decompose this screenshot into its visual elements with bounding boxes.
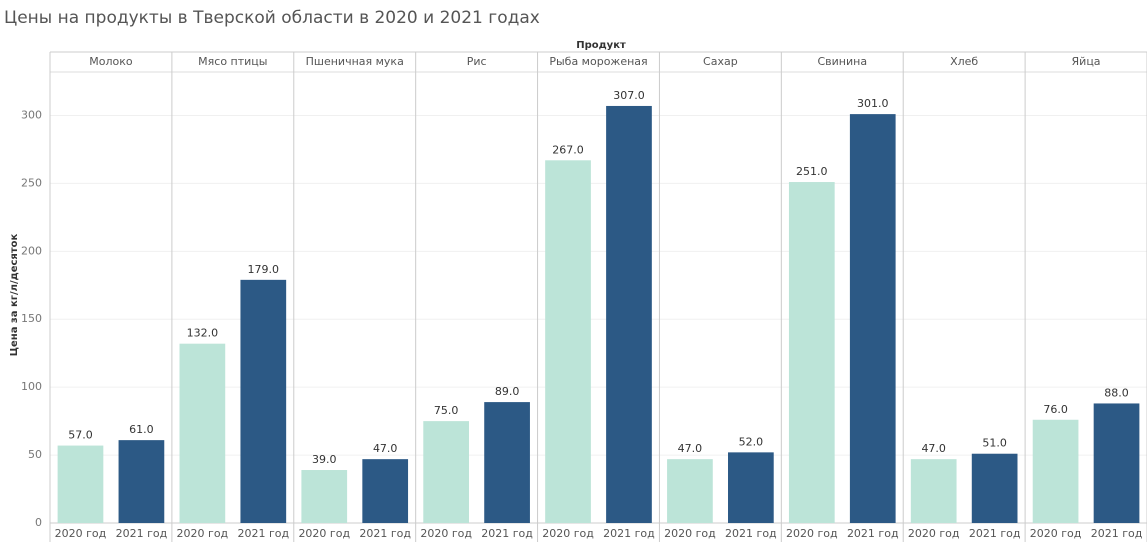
y-tick-label: 100 bbox=[21, 380, 42, 393]
y-tick-label: 0 bbox=[35, 516, 42, 529]
value-label: 57.0 bbox=[68, 429, 93, 442]
panel-header: Пшеничная мука bbox=[306, 55, 404, 68]
bar bbox=[849, 114, 896, 523]
value-label: 51.0 bbox=[982, 437, 1007, 450]
panel-header: Рис bbox=[467, 55, 487, 68]
x-tick-label: 2020 год bbox=[177, 527, 229, 540]
panel-header: Рыба мороженая bbox=[549, 55, 647, 68]
x-tick-label: 2020 год bbox=[420, 527, 472, 540]
x-tick-label: 2021 год bbox=[1091, 527, 1143, 540]
value-label: 39.0 bbox=[312, 453, 337, 466]
bar bbox=[606, 105, 652, 523]
column-header: Продукт bbox=[576, 40, 626, 51]
value-label: 251.0 bbox=[796, 165, 828, 178]
x-tick-label: 2021 год bbox=[359, 527, 411, 540]
bar bbox=[1032, 419, 1079, 523]
x-tick-label: 2020 год bbox=[664, 527, 716, 540]
bar bbox=[362, 459, 409, 523]
bar bbox=[179, 343, 226, 523]
x-tick-label: 2021 год bbox=[238, 527, 290, 540]
value-label: 75.0 bbox=[434, 404, 459, 417]
value-label: 47.0 bbox=[373, 442, 398, 455]
bar bbox=[728, 452, 774, 523]
x-tick-label: 2020 год bbox=[908, 527, 960, 540]
bar bbox=[301, 470, 348, 523]
x-tick-label: 2020 год bbox=[786, 527, 838, 540]
chart-title: Цены на продукты в Тверской области в 20… bbox=[4, 8, 540, 28]
x-tick-label: 2021 год bbox=[847, 527, 899, 540]
value-label: 47.0 bbox=[678, 442, 703, 455]
y-tick-label: 300 bbox=[21, 108, 42, 121]
value-label: 301.0 bbox=[857, 97, 889, 110]
x-tick-label: 2020 год bbox=[55, 527, 107, 540]
value-label: 52.0 bbox=[739, 435, 764, 448]
y-tick-label: 50 bbox=[28, 448, 42, 461]
panel-header: Сахар bbox=[703, 55, 738, 68]
y-axis-label: Цена за кг/л/десяток bbox=[9, 234, 20, 357]
x-tick-label: 2021 год bbox=[969, 527, 1021, 540]
panel-header: Свинина bbox=[817, 55, 867, 68]
bar bbox=[788, 182, 835, 523]
y-tick-label: 200 bbox=[21, 244, 42, 257]
bar bbox=[545, 160, 591, 523]
value-label: 307.0 bbox=[613, 89, 645, 102]
x-tick-label: 2021 год bbox=[481, 527, 533, 540]
value-label: 47.0 bbox=[921, 442, 946, 455]
x-tick-label: 2020 год bbox=[542, 527, 594, 540]
panel-header: Мясо птицы bbox=[198, 55, 267, 68]
bar bbox=[910, 459, 957, 523]
value-label: 267.0 bbox=[552, 143, 584, 156]
x-tick-label: 2021 год bbox=[725, 527, 777, 540]
bar bbox=[57, 445, 104, 523]
x-tick-label: 2021 год bbox=[603, 527, 655, 540]
panel-header: Яйца bbox=[1072, 55, 1101, 68]
value-label: 132.0 bbox=[187, 327, 219, 340]
bar bbox=[667, 459, 713, 523]
panel-header: Хлеб bbox=[950, 55, 978, 68]
bar bbox=[118, 440, 165, 523]
bar bbox=[971, 453, 1018, 523]
x-tick-label: 2020 год bbox=[1030, 527, 1082, 540]
value-label: 179.0 bbox=[248, 263, 280, 276]
panel-header: Молоко bbox=[89, 55, 133, 68]
x-tick-label: 2021 год bbox=[116, 527, 168, 540]
y-tick-label: 250 bbox=[21, 176, 42, 189]
bar bbox=[484, 402, 530, 523]
y-tick-label: 150 bbox=[21, 312, 42, 325]
bar bbox=[240, 279, 287, 523]
bar bbox=[423, 421, 469, 523]
value-label: 88.0 bbox=[1104, 386, 1129, 399]
bar bbox=[1093, 403, 1140, 523]
value-label: 89.0 bbox=[495, 385, 520, 398]
x-tick-label: 2020 год bbox=[298, 527, 350, 540]
value-label: 61.0 bbox=[129, 423, 154, 436]
value-label: 76.0 bbox=[1043, 403, 1068, 416]
